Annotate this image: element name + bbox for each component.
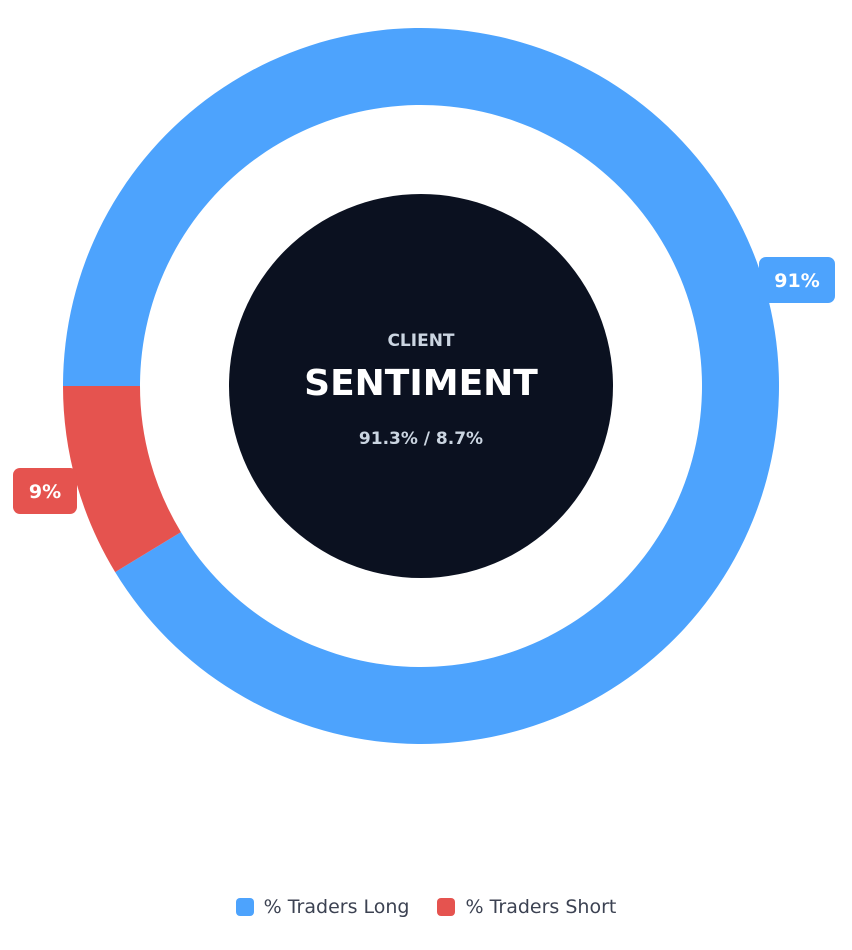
center-title: SENTIMENT bbox=[304, 363, 538, 404]
data-label-badge-short bbox=[13, 468, 77, 514]
data-label-long: 91% bbox=[759, 257, 835, 303]
legend-swatch-long bbox=[235, 898, 254, 916]
legend: % Traders Long % Traders Short bbox=[0, 896, 852, 918]
legend-label-long: % Traders Long bbox=[263, 896, 410, 918]
data-label-text-long: 91% bbox=[774, 270, 819, 292]
legend-label-short: % Traders Short bbox=[465, 896, 617, 918]
legend-swatch-short bbox=[437, 898, 456, 916]
center-eyebrow: CLIENT bbox=[387, 331, 454, 351]
legend-item-long[interactable]: % Traders Long bbox=[235, 896, 410, 918]
data-labels: 91% 9% bbox=[13, 257, 835, 514]
legend-item-short[interactable]: % Traders Short bbox=[437, 896, 616, 918]
center-summary: 91.3% / 8.7% bbox=[359, 429, 483, 449]
center-disc bbox=[229, 194, 613, 578]
data-label-text-short: 9% bbox=[29, 481, 61, 503]
data-label-short: 9% bbox=[13, 468, 77, 514]
slice-traders-short[interactable] bbox=[63, 386, 181, 573]
doughnut-slices bbox=[63, 27, 779, 745]
data-label-badge-long bbox=[759, 257, 835, 303]
